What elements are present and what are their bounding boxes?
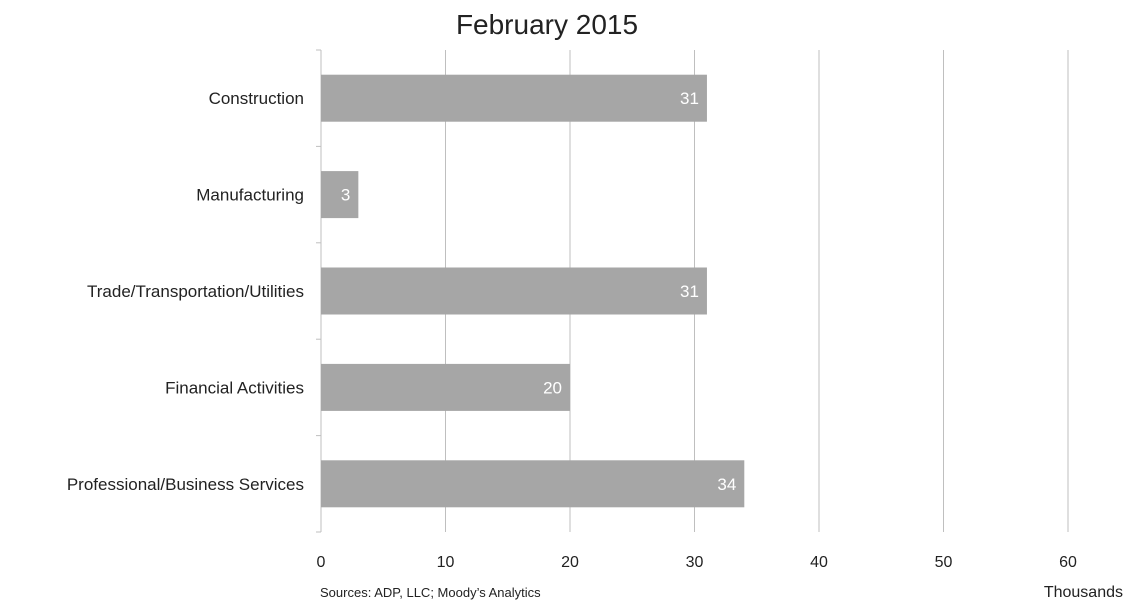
bar — [321, 267, 707, 315]
x-tick-labels: 0 10 20 30 40 50 60 — [317, 554, 1077, 571]
source-note: Sources: ADP, LLC; Moody’s Analytics — [320, 585, 541, 600]
category-label: Construction — [209, 89, 304, 108]
x-tick-label: 20 — [561, 554, 579, 571]
x-tick-label: 30 — [686, 554, 704, 571]
x-tick-label: 50 — [935, 554, 953, 571]
bar — [321, 171, 359, 219]
data-label: 31 — [680, 89, 699, 108]
x-tick-label: 40 — [810, 554, 828, 571]
data-label: 31 — [680, 282, 699, 301]
y-axis — [316, 49, 322, 533]
data-label: 20 — [543, 378, 562, 397]
category-label: Trade/Transportation/Utilities — [87, 282, 304, 301]
x-tick-label: 10 — [437, 554, 455, 571]
x-tick-label: 0 — [317, 554, 326, 571]
category-label: Manufacturing — [196, 186, 304, 205]
data-labels: 31 3 31 20 34 — [341, 89, 736, 494]
chart-title: February 2015 — [456, 9, 638, 40]
bar — [321, 460, 745, 508]
x-axis-unit-label: Thousands — [1044, 584, 1123, 601]
bars — [321, 74, 745, 508]
data-label: 34 — [717, 475, 736, 494]
bar — [321, 363, 570, 411]
category-labels: Construction Manufacturing Trade/Transport… — [67, 89, 304, 494]
x-tick-label: 60 — [1059, 554, 1077, 571]
data-label: 3 — [341, 186, 350, 205]
bar — [321, 74, 707, 122]
category-label: Financial Activities — [165, 378, 304, 397]
category-label: Professional/Business Services — [67, 475, 304, 494]
